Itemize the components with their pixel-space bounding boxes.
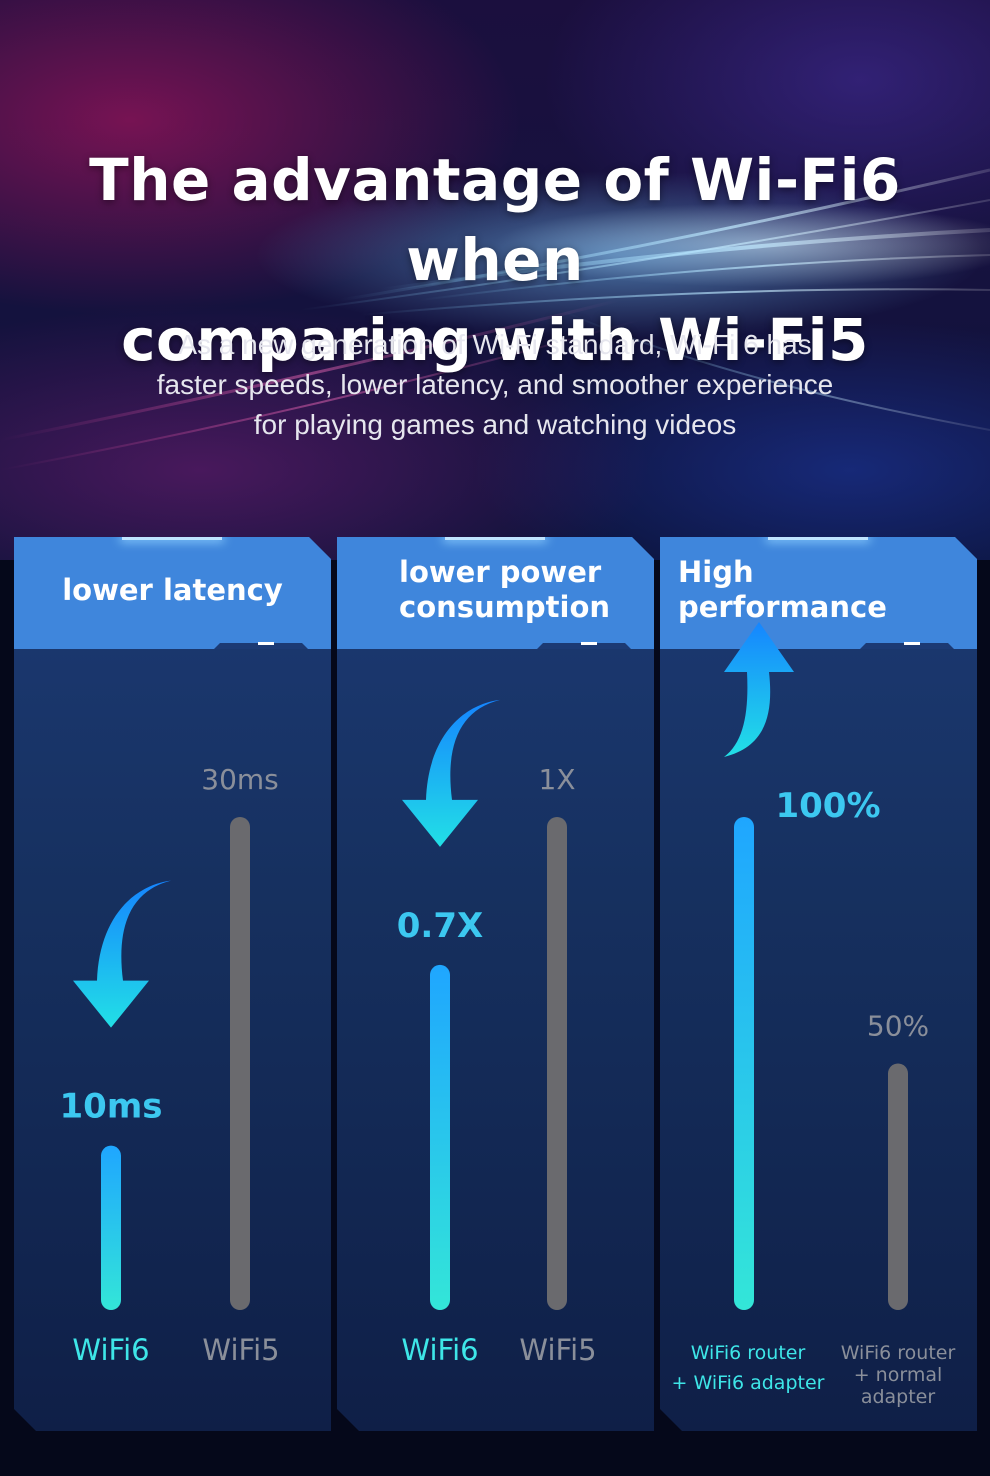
page-subtitle: As a new generation of Wi-Fi standard, W… [120,325,870,445]
x-label-wifi6: WiFi6 [72,1333,150,1367]
chart-power: 0.7X 1X [397,699,576,1310]
title-line-2: comparing with Wi-Fi5 [121,306,869,374]
header-glow [768,537,868,540]
panel-title-line-2: consumption [399,590,611,624]
panel-title-line: lower latency [62,572,283,607]
up-arrow-icon [724,622,794,757]
value-label: 100% [775,786,880,826]
panel-title-line-1: lower power [399,555,602,589]
title-line-1: The advantage of Wi-Fi6 when [89,146,901,294]
header-tick [904,642,920,645]
x-label-line: WiFi6 router [840,1342,956,1364]
header-notch [537,643,631,649]
bar-wifi6-router-normal-adapter [888,1063,908,1310]
bar-wifi6-router-wifi6-adapter [734,817,754,1310]
header-glow [445,537,545,540]
header-tick [581,642,597,645]
page-title: The advantage of Wi-Fi6 when comparing w… [0,140,990,380]
power-panel: lower power consumption 0.7X 1X WiFi6 WiF… [337,537,654,1431]
x-label-line: adapter [860,1386,936,1408]
panel-header: High performance [660,537,977,649]
panel-title: lower power consumption [337,537,654,643]
bar-wifi5 [230,817,250,1310]
hero-banner: The advantage of Wi-Fi6 when comparing w… [0,0,990,560]
x-label-wifi5: WiFi5 [202,1333,280,1367]
chart-latency: 10ms 30ms [60,763,279,1310]
subtitle-line-1: As a new generation of Wi-Fi standard, W… [178,329,812,360]
latency-panel: lower latency 10ms 30ms WiFi6 WiFi5 [14,537,331,1431]
x-label-wifi5: WiFi5 [519,1333,597,1367]
value-label: 10ms [60,1087,163,1127]
panel-header: lower power consumption [337,537,654,649]
bar-wifi6 [101,1145,121,1310]
down-arrow-icon [73,880,171,1028]
performance-panel: High performance 100% 50% WiFi6 router + … [660,537,977,1431]
down-arrow-icon [402,699,500,847]
x-label-line: WiFi6 router [690,1342,806,1364]
x-label-line: + normal [853,1364,943,1386]
header-notch [860,643,954,649]
panel-title: lower latency [14,537,331,643]
bar-wifi5 [547,817,567,1310]
value-label: 50% [867,1010,929,1043]
subtitle-line-2: faster speeds, lower latency, and smooth… [156,369,834,400]
panel-title-line: High performance [678,555,887,624]
panel-title: High performance [660,537,977,643]
header-notch [214,643,308,649]
value-label: 30ms [201,763,279,796]
x-label-line: + WiFi6 adapter [671,1372,825,1394]
x-label-normal-adapter: WiFi6 router + normal adapter [832,1342,964,1408]
panel-header: lower latency [14,537,331,649]
value-label: 1X [539,763,576,796]
x-label-wifi6: WiFi6 [401,1333,479,1367]
chart-performance: 100% 50% [724,622,929,1310]
header-glow [122,537,222,540]
value-label: 0.7X [397,906,483,946]
x-label-wifi6-adapter: WiFi6 router + WiFi6 adapter [664,1342,832,1394]
light-streaks [0,168,990,471]
subtitle-line-3: for playing games and watching videos [253,409,737,440]
header-tick [258,642,274,645]
bar-wifi6 [430,964,450,1310]
